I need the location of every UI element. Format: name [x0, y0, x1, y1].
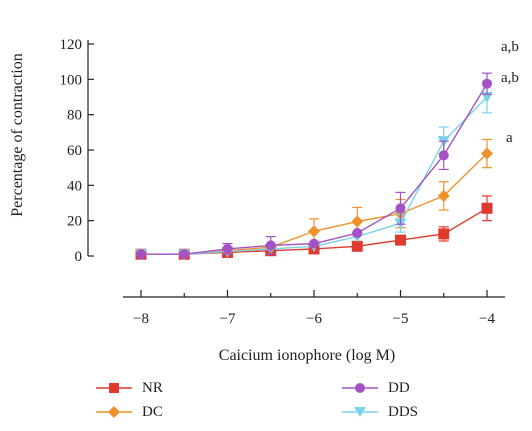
y-tick-label: 100: [60, 72, 83, 88]
legend-item-nr: NR: [96, 378, 163, 398]
dd-point: [438, 150, 449, 161]
dd-point: [222, 243, 233, 254]
dd-point: [179, 249, 190, 260]
annotation-dds: a,b: [501, 70, 519, 86]
y-tick-label: 0: [75, 249, 83, 265]
dc-point: [481, 147, 493, 160]
dc-point: [351, 215, 364, 228]
dd-point: [395, 203, 406, 214]
legend-label-dds: DDS: [388, 403, 419, 420]
y-tick-label: 80: [67, 108, 82, 124]
dd-point: [352, 228, 363, 239]
annotation-dc: a: [506, 130, 513, 146]
dd-point: [136, 249, 146, 260]
nr-point: [438, 228, 450, 240]
legend-swatch-nr: [96, 383, 132, 393]
legend-swatch-dd: [342, 383, 378, 393]
y-tick-label: 40: [67, 178, 82, 194]
series-dd: [136, 72, 492, 260]
dd-point: [482, 78, 492, 89]
dd-point: [309, 238, 319, 249]
legend-swatch-dc: [96, 406, 132, 418]
legend-item-dc: DC: [96, 402, 163, 422]
legend-swatch-dds: [342, 407, 378, 417]
nr-point: [481, 202, 493, 214]
y-axis-label: Percentage of contraction: [9, 53, 26, 216]
dd-point: [265, 240, 276, 251]
legend-label-dd: DD: [388, 379, 410, 396]
x-axis-label: Caicium ionophore (log M): [219, 347, 395, 364]
series-layer: [135, 72, 493, 261]
y-tick-label: 120: [60, 37, 83, 53]
annotation-dd: a,b: [501, 39, 519, 55]
y-tick-label: 60: [67, 143, 82, 159]
x-tick-label: −4: [479, 311, 495, 327]
x-tick-label: −7: [220, 311, 236, 327]
nr-point: [351, 240, 363, 252]
legend-label-nr: NR: [142, 379, 163, 396]
legend-item-dds: DDS: [342, 402, 418, 422]
x-tick-label: −5: [393, 311, 409, 327]
nr-point: [395, 234, 406, 246]
dc-point: [437, 189, 450, 202]
axes: 0 20 40 60 80 100 120 −8 −7 −6 −5 −4: [60, 37, 505, 327]
legend-label-dc: DC: [142, 403, 163, 420]
y-tick-label: 20: [67, 214, 82, 230]
x-tick-label: −8: [133, 311, 149, 327]
dc-point: [308, 225, 320, 238]
legend-item-dd: DD: [342, 378, 410, 398]
x-tick-label: −6: [306, 311, 322, 327]
